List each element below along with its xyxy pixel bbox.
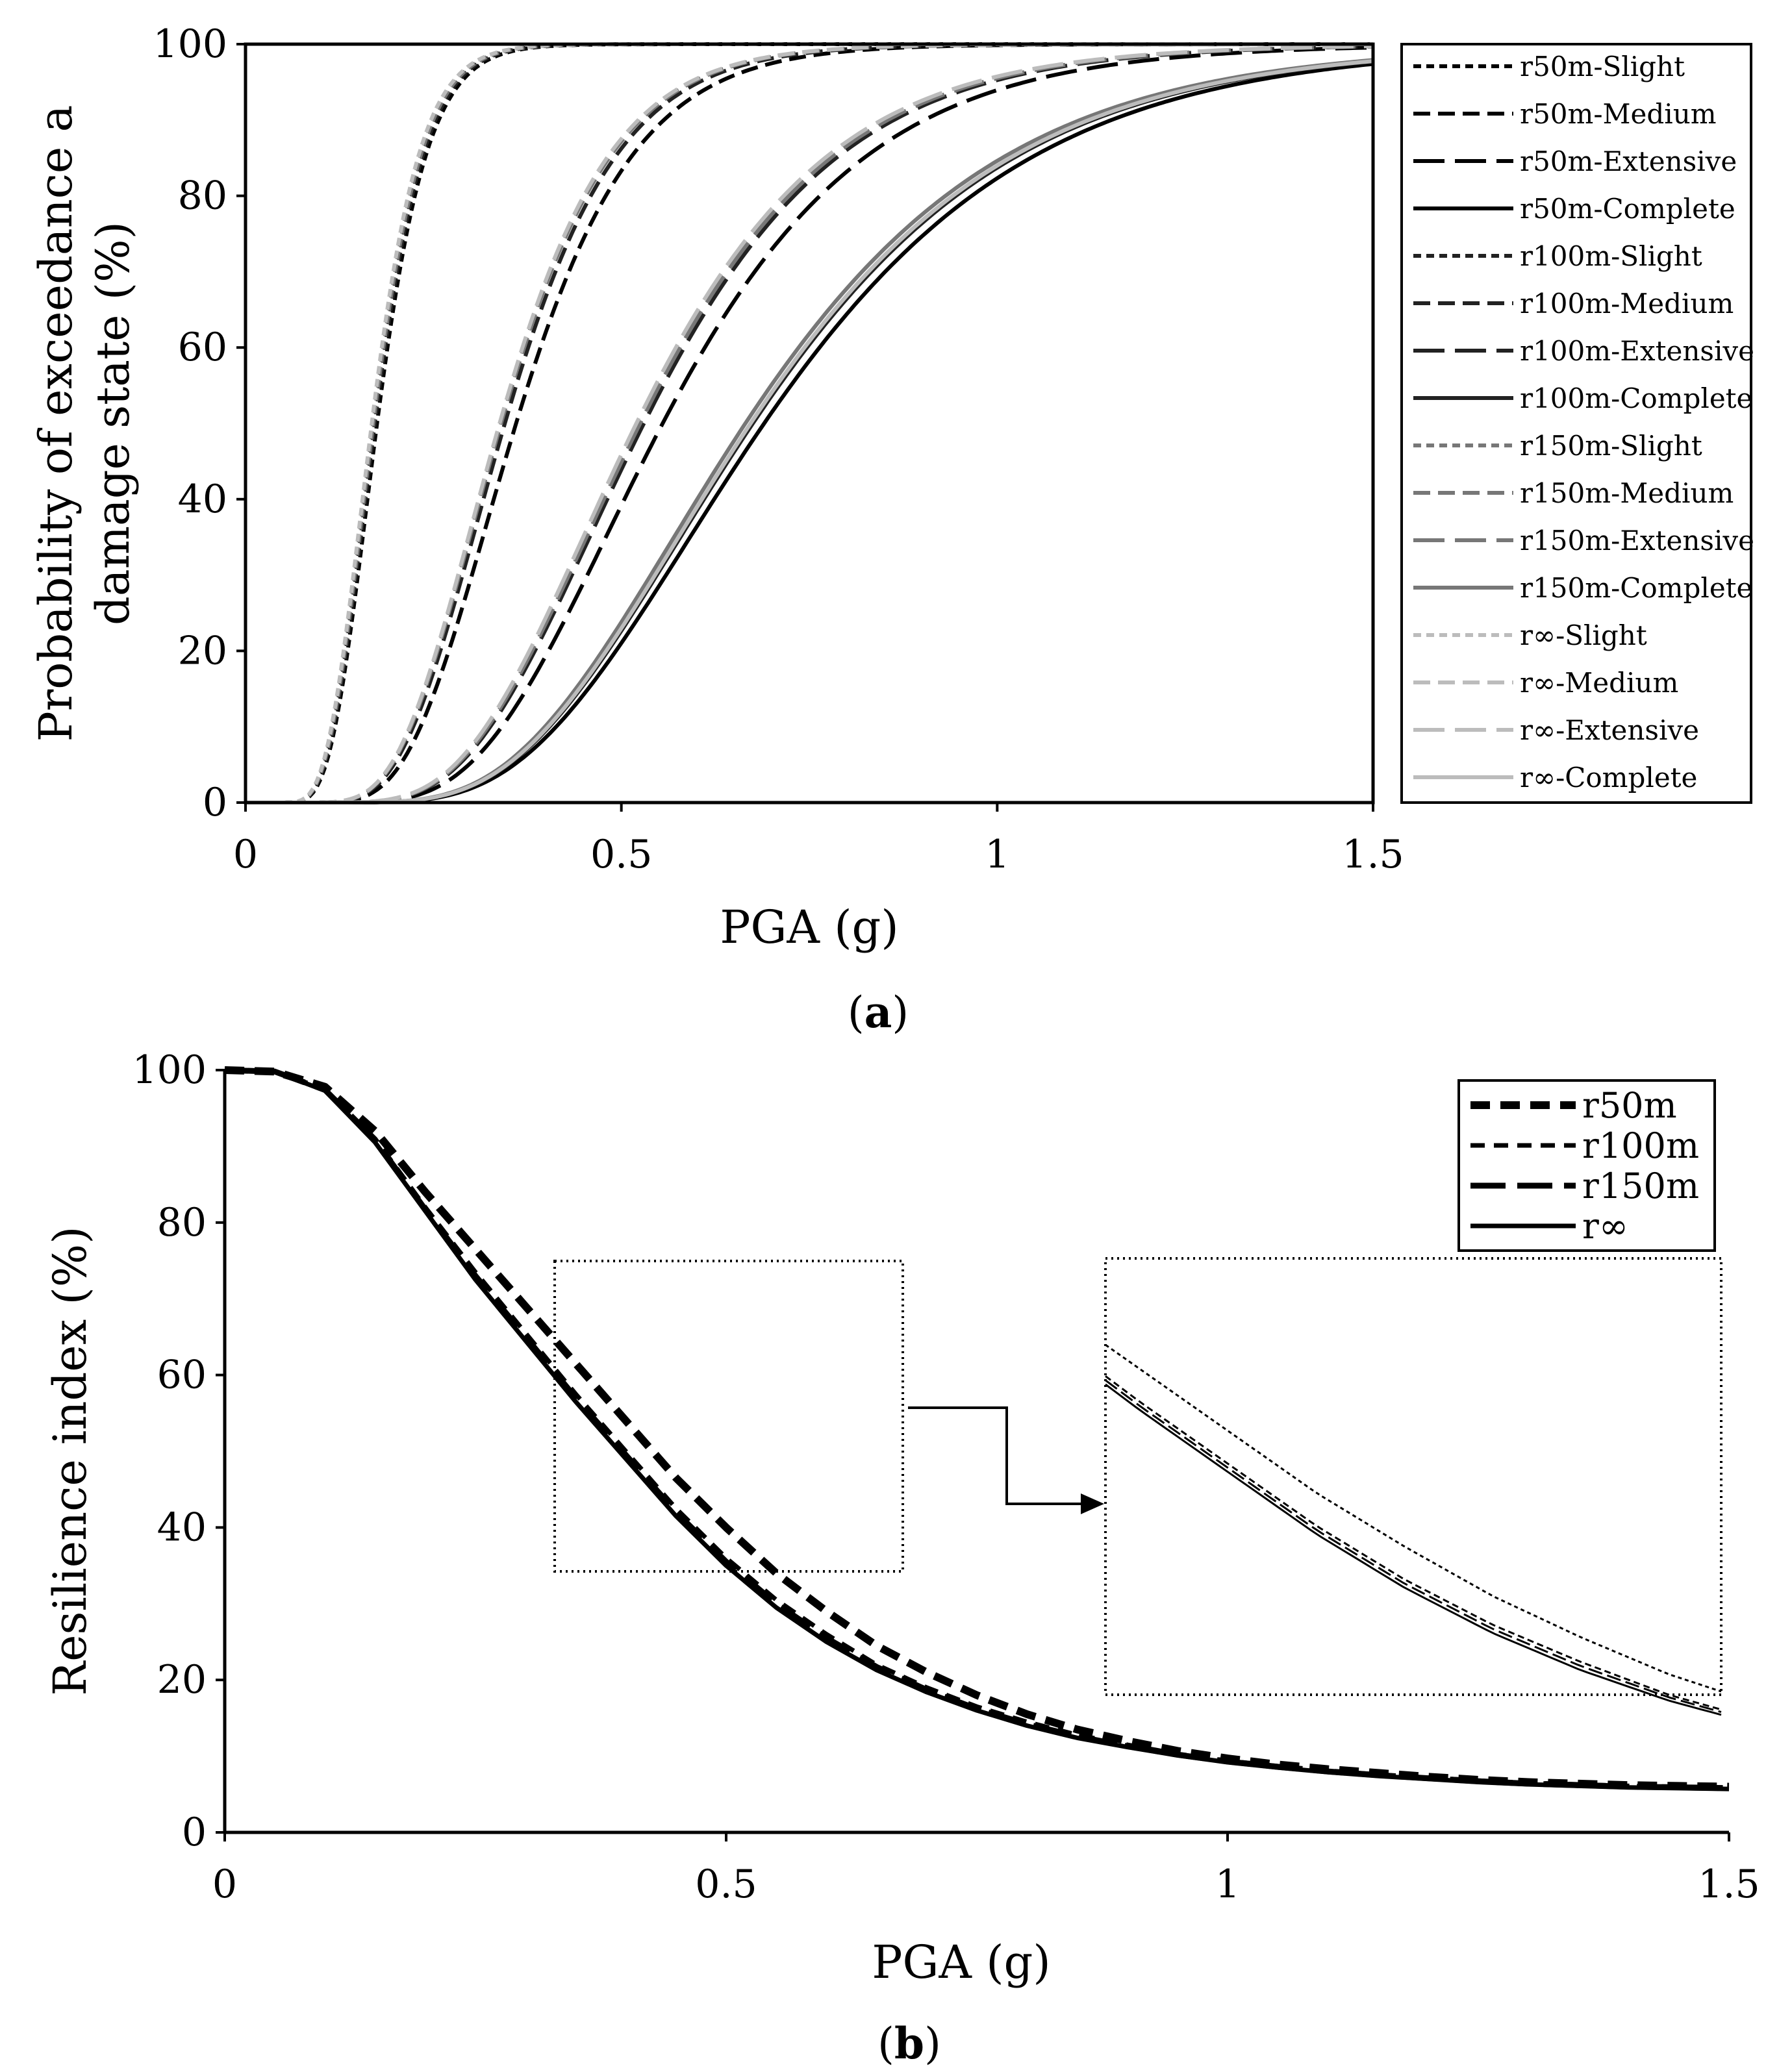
a-series-rinf-extensive <box>246 44 1374 805</box>
a-y-tick-label: 100 <box>153 21 227 67</box>
b-legend-label-rinf: r∞ <box>1582 1206 1628 1247</box>
b-legend-label-r100m: r100m <box>1582 1125 1699 1166</box>
a-plot-frame <box>244 42 1375 805</box>
a-series-rinf-complete <box>246 59 1374 805</box>
a-legend-label-r50m-medium: r50m-Medium <box>1520 98 1717 130</box>
b-x-tick-label: 1.5 <box>1698 1862 1760 1907</box>
b-inset-series-r100m <box>1105 1375 1722 1711</box>
b-y-tick-label: 40 <box>157 1504 207 1550</box>
b-legend-label-r50m: r50m <box>1582 1085 1677 1126</box>
b-curves <box>224 1066 1730 1791</box>
a-legend-label-rinf-slight: r∞-Slight <box>1520 619 1647 651</box>
a-series-r150m-slight <box>246 42 1373 805</box>
a-x-tick-label: 1.5 <box>1342 832 1404 877</box>
b-inset-curves <box>1105 1343 1722 1716</box>
b-inset-box <box>1104 1257 1722 1696</box>
a-y-tick-label: 0 <box>203 780 227 825</box>
b-ticks: 0 0.5 1 1.5 0 20 40 60 80 100 <box>132 1047 1760 1907</box>
a-caption-letter: a <box>864 987 892 1038</box>
a-series-r100m-slight <box>246 42 1373 805</box>
b-zoom-connector <box>908 1406 1085 1505</box>
a-series-r100m-medium <box>246 42 1373 805</box>
b-y-tick-label: 20 <box>157 1657 207 1703</box>
b-inset-series-r50m <box>1105 1343 1722 1693</box>
a-legend-label-rinf-complete: r∞-Complete <box>1520 762 1697 793</box>
panel-b: 0 0.5 1 1.5 0 20 40 60 80 100 PGA (g) Resilience … <box>44 1047 1760 2069</box>
a-y-axis-label-line1: Probability of exceedance a <box>29 105 82 742</box>
a-ticks: 0 0.5 1 1.5 0 20 40 60 80 100 <box>153 21 1404 877</box>
b-x-axis-label: PGA (g) <box>872 1936 1050 1989</box>
b-series-r50m <box>224 1066 1730 1791</box>
a-legend-label-r100m-extensive: r100m-Extensive <box>1520 335 1754 367</box>
a-legend-label-rinf-medium: r∞-Medium <box>1520 667 1678 699</box>
b-x-tick-label: 1 <box>1215 1862 1240 1907</box>
a-legend-label-r150m-slight: r150m-Slight <box>1520 430 1702 462</box>
a-legend-label-r50m-complete: r50m-Complete <box>1520 193 1735 225</box>
a-x-tick-label: 0.5 <box>590 832 652 877</box>
a-curves <box>246 42 1374 805</box>
a-legend-label-r150m-extensive: r150m-Extensive <box>1520 525 1754 556</box>
a-series-r150m-medium <box>246 42 1373 805</box>
b-inset <box>1104 1257 1722 1716</box>
b-y-axis-label: Resilience index (%) <box>44 1226 97 1695</box>
a-legend-label-r150m-medium: r150m-Medium <box>1520 477 1734 509</box>
a-y-tick-label: 60 <box>178 325 227 370</box>
b-y-tick-label: 100 <box>132 1047 207 1093</box>
a-legend-label-r100m-medium: r100m-Medium <box>1520 288 1734 319</box>
a-y-axis-label-line2: damage state (%) <box>86 221 140 625</box>
a-caption: (a) <box>848 987 909 1038</box>
a-series-rinf-medium <box>246 42 1373 805</box>
a-series-r100m-extensive <box>246 44 1374 805</box>
b-inset-series-rinf <box>1105 1383 1722 1716</box>
a-series-r50m-medium <box>246 42 1373 805</box>
a-y-tick-label: 40 <box>178 477 227 522</box>
a-series-r150m-extensive <box>246 44 1374 805</box>
b-inset-series-r150m <box>1105 1379 1722 1714</box>
b-x-tick-label: 0.5 <box>695 1862 757 1907</box>
a-x-axis-label: PGA (g) <box>720 901 898 954</box>
a-y-tick-label: 80 <box>178 173 227 219</box>
b-main-zoom-box <box>553 1260 904 1573</box>
a-legend-box <box>1400 43 1752 804</box>
a-x-tick-label: 1 <box>985 832 1009 877</box>
a-series-rinf-slight <box>246 42 1373 805</box>
b-series-rinf <box>224 1067 1730 1791</box>
b-y-tick-label: 60 <box>157 1353 207 1398</box>
b-y-tick-label: 80 <box>157 1200 207 1245</box>
b-x-tick-label: 0 <box>212 1862 237 1907</box>
b-y-tick-label: 0 <box>182 1810 207 1855</box>
a-y-tick-label: 20 <box>178 628 227 673</box>
a-legend-label-rinf-extensive: r∞-Extensive <box>1520 714 1699 746</box>
a-legend-label-r50m-slight: r50m-Slight <box>1520 51 1685 82</box>
a-legend-label-r50m-extensive: r50m-Extensive <box>1520 145 1737 177</box>
panel-a: 0 0.5 1 1.5 0 20 40 60 80 100 PGA (g) Probability… <box>29 21 1754 1038</box>
a-legend-label-r100m-slight: r100m-Slight <box>1520 240 1702 272</box>
a-series-r50m-slight <box>246 42 1373 805</box>
a-legend-label-r100m-complete: r100m-Complete <box>1520 382 1752 414</box>
b-caption: (b) <box>877 2018 941 2069</box>
b-caption-letter: b <box>894 2018 924 2069</box>
b-zoom-arrowhead <box>1081 1493 1104 1514</box>
a-legend: r50m-Slight r50m-Medium r50m-Extensive r50m… <box>1400 43 1754 804</box>
a-series-r100m-complete <box>246 59 1374 805</box>
b-legend-label-r150m: r150m <box>1582 1166 1699 1206</box>
a-legend-label-r150m-complete: r150m-Complete <box>1520 572 1752 604</box>
a-series-r50m-extensive <box>246 45 1374 805</box>
a-series-r50m-complete <box>246 62 1374 805</box>
a-x-tick-label: 0 <box>233 832 258 877</box>
